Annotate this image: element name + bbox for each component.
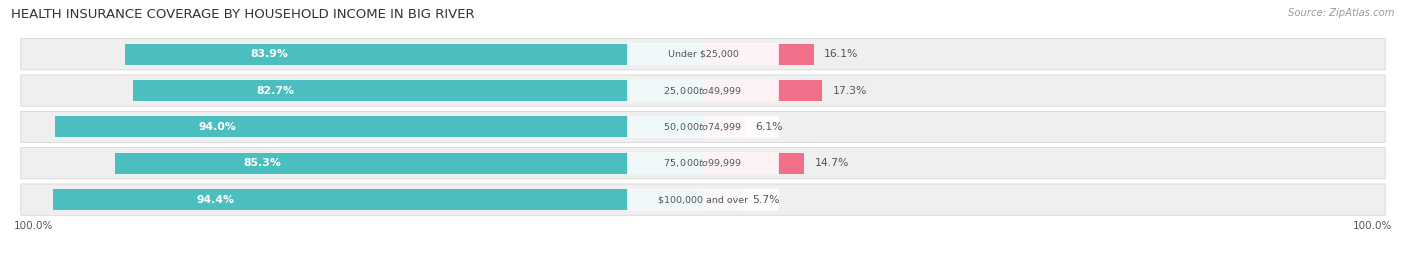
Bar bbox=[703, 116, 745, 137]
FancyBboxPatch shape bbox=[627, 43, 779, 65]
Text: 14.7%: 14.7% bbox=[814, 158, 849, 168]
Text: 5.7%: 5.7% bbox=[752, 195, 780, 205]
Text: Source: ZipAtlas.com: Source: ZipAtlas.com bbox=[1288, 8, 1395, 18]
FancyBboxPatch shape bbox=[21, 39, 1385, 70]
Text: 17.3%: 17.3% bbox=[832, 86, 868, 96]
Text: Under $25,000: Under $25,000 bbox=[668, 50, 738, 59]
Text: 100.0%: 100.0% bbox=[1353, 221, 1392, 231]
Bar bbox=[134, 80, 703, 101]
Text: HEALTH INSURANCE COVERAGE BY HOUSEHOLD INCOME IN BIG RIVER: HEALTH INSURANCE COVERAGE BY HOUSEHOLD I… bbox=[11, 8, 475, 21]
Text: $25,000 to $49,999: $25,000 to $49,999 bbox=[664, 85, 742, 97]
Bar bbox=[52, 189, 703, 210]
Bar bbox=[703, 44, 814, 65]
Text: $75,000 to $99,999: $75,000 to $99,999 bbox=[664, 157, 742, 169]
Bar bbox=[703, 153, 804, 174]
FancyBboxPatch shape bbox=[21, 184, 1385, 215]
Text: 100.0%: 100.0% bbox=[14, 221, 53, 231]
Bar bbox=[703, 80, 823, 101]
Text: $100,000 and over: $100,000 and over bbox=[658, 195, 748, 204]
Text: 85.3%: 85.3% bbox=[243, 158, 281, 168]
Text: 83.9%: 83.9% bbox=[250, 49, 288, 59]
Text: 16.1%: 16.1% bbox=[824, 49, 859, 59]
Bar bbox=[125, 44, 703, 65]
FancyBboxPatch shape bbox=[21, 111, 1385, 143]
FancyBboxPatch shape bbox=[627, 189, 779, 211]
Text: 6.1%: 6.1% bbox=[755, 122, 783, 132]
Text: 82.7%: 82.7% bbox=[257, 86, 295, 96]
FancyBboxPatch shape bbox=[21, 148, 1385, 179]
FancyBboxPatch shape bbox=[627, 80, 779, 102]
Text: 94.0%: 94.0% bbox=[198, 122, 236, 132]
Bar bbox=[703, 189, 742, 210]
FancyBboxPatch shape bbox=[627, 152, 779, 174]
FancyBboxPatch shape bbox=[21, 75, 1385, 106]
Bar bbox=[115, 153, 703, 174]
Text: 94.4%: 94.4% bbox=[197, 195, 235, 205]
FancyBboxPatch shape bbox=[627, 116, 779, 138]
Text: $50,000 to $74,999: $50,000 to $74,999 bbox=[664, 121, 742, 133]
Bar bbox=[55, 116, 703, 137]
